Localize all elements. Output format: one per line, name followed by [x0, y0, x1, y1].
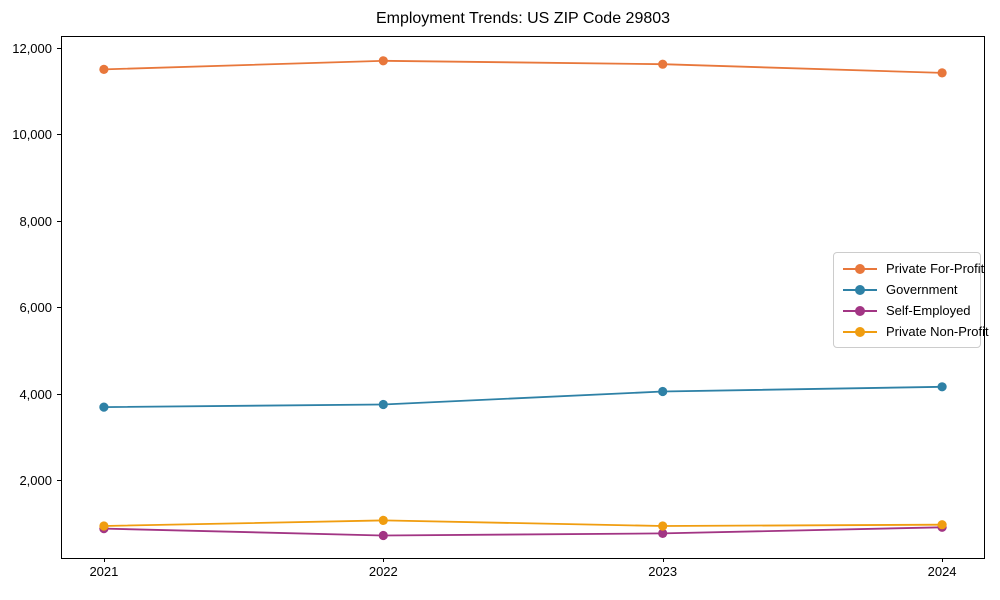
chart-title: Employment Trends: US ZIP Code 29803: [375, 10, 671, 27]
data-point-marker: [378, 399, 388, 410]
legend-label: Private Non-Profit: [886, 324, 989, 339]
x-tick-label: 2022: [368, 564, 398, 579]
data-point-marker: [378, 530, 388, 541]
data-point-marker: [99, 64, 109, 74]
data-point-marker: [658, 59, 668, 69]
y-tick-label: 12,000: [12, 40, 52, 56]
data-point-marker: [378, 56, 388, 66]
data-point-marker: [937, 68, 947, 78]
y-tick-label: 8,000: [19, 213, 52, 229]
legend-line-marker-icon: [843, 305, 877, 316]
x-tick-label: 2024: [927, 564, 957, 579]
series-line: [103, 519, 943, 527]
y-tick-label: 4,000: [19, 386, 52, 402]
legend-item: Self-Employed: [843, 300, 972, 321]
data-point-marker: [99, 521, 109, 531]
x-tick-mark: [103, 558, 105, 562]
data-point-marker: [658, 386, 668, 397]
x-tick-mark: [383, 558, 385, 562]
y-tick-label: 2,000: [19, 473, 52, 489]
legend-line-marker-icon: [843, 284, 877, 295]
y-tick-label: 6,000: [19, 300, 52, 316]
legend: Private For-Profit Government Self-Employe…: [833, 252, 989, 348]
y-tick-mark: [57, 220, 61, 222]
data-point-marker: [99, 402, 109, 412]
data-point-marker: [658, 528, 668, 538]
legend-label: Government: [886, 282, 958, 297]
data-point-marker: [937, 520, 947, 530]
y-tick-mark: [57, 307, 61, 309]
chart-canvas: [99, 56, 947, 541]
legend-line-marker-icon: [843, 326, 877, 337]
data-point-marker: [378, 515, 388, 525]
x-tick-mark: [662, 558, 664, 562]
series-line: [103, 526, 943, 537]
series-line: [103, 59, 943, 74]
legend-line-marker-icon: [843, 263, 877, 274]
y-tick-mark: [57, 134, 61, 136]
y-tick-mark: [57, 393, 61, 395]
y-tick-mark: [57, 47, 61, 49]
data-point-marker: [937, 382, 947, 392]
data-point-marker: [658, 521, 668, 531]
x-tick-label: 2021: [89, 564, 119, 579]
y-tick-label: 10,000: [12, 127, 52, 143]
legend-label: Private For-Profit: [886, 261, 985, 276]
plot-area: 2,000 4,000 6,000 8,000 10,000 12,000 2021 202…: [12, 36, 989, 579]
y-tick-mark: [57, 480, 61, 482]
series-line: [103, 385, 943, 408]
legend-label: Self-Employed: [886, 303, 971, 318]
x-tick-label: 2023: [648, 564, 678, 579]
legend-item: Private Non-Profit: [843, 321, 989, 342]
legend-item: Private For-Profit: [843, 258, 984, 279]
x-tick-mark: [942, 558, 944, 562]
legend-item: Government: [843, 279, 972, 300]
